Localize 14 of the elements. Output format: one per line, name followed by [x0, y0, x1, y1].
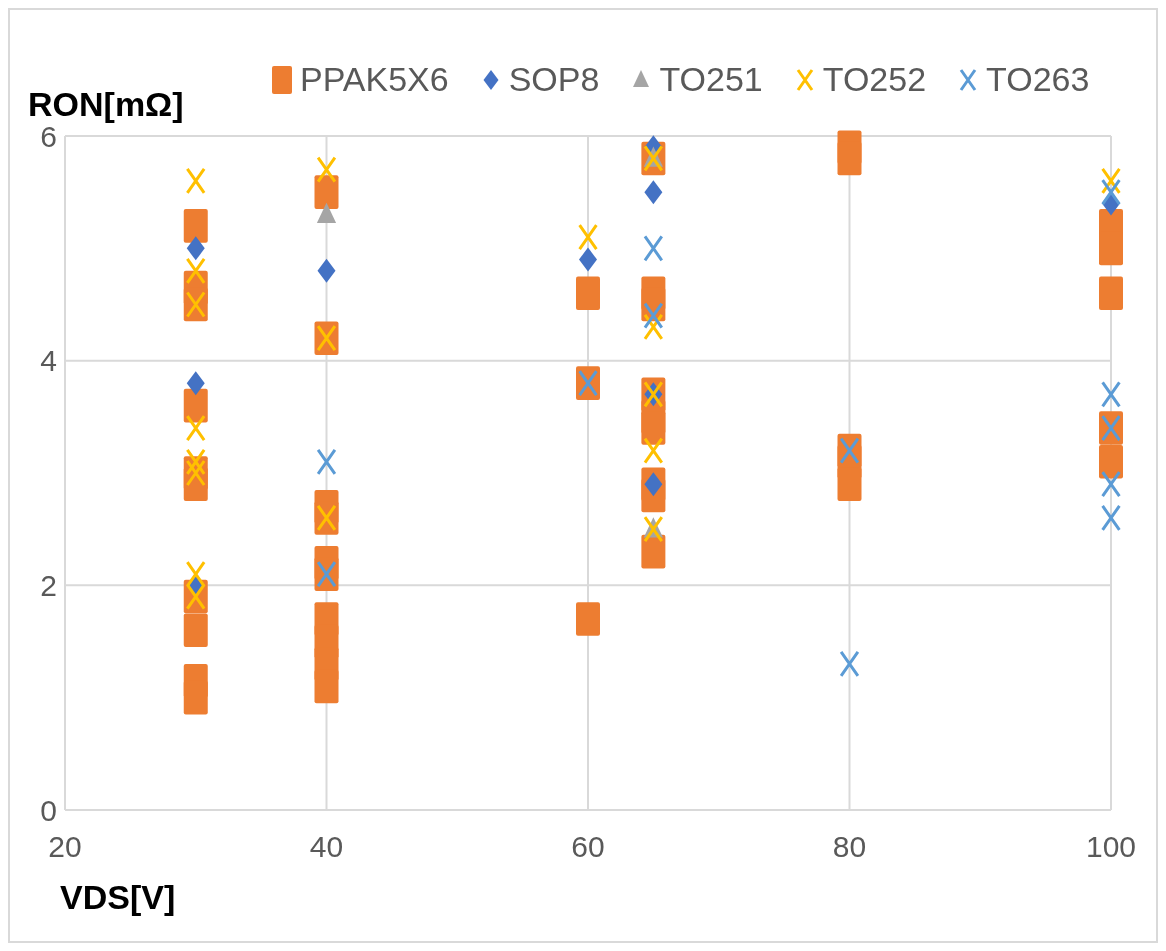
y-tick-label: 0 [40, 793, 57, 827]
x-tick-label: 20 [48, 830, 82, 864]
x-tick-label: 80 [832, 830, 867, 864]
y-tick-label: 2 [40, 568, 57, 602]
x-tick-label: 100 [1085, 830, 1137, 864]
legend-label: TO263 [986, 60, 1090, 99]
legend-label: SOP8 [508, 60, 600, 99]
legend-label: TO252 [822, 60, 927, 99]
x-tick-label: 60 [571, 830, 605, 864]
legend-label: PPAK5X6 [300, 60, 449, 99]
y-tick-label: 4 [40, 344, 57, 378]
x-axis-title: VDS[V] [60, 878, 176, 917]
legend-label: TO251 [659, 60, 763, 99]
x-tick-label: 40 [309, 830, 344, 864]
